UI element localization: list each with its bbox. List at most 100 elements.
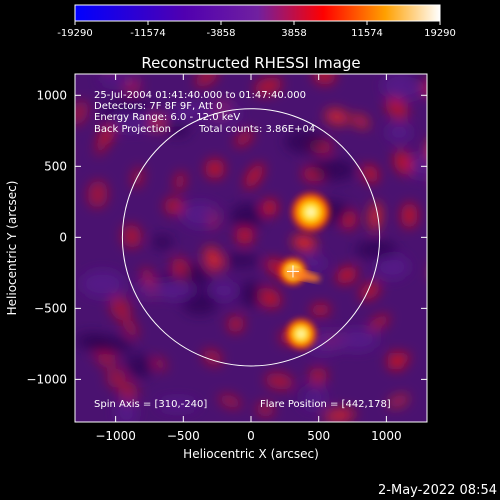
footer-flare-position: Flare Position = [442,178] [260,399,391,410]
emission-lobe [262,199,278,217]
emission-lobe [244,163,264,189]
emission-lobe [385,97,409,120]
emission-lobe [323,407,351,422]
emission-lobe [477,19,500,51]
annotation-time: 25-Jul-2004 01:41:40.000 to 01:47:40.000 [94,90,306,101]
emission-gap [135,281,159,299]
x-axis-label: Heliocentric X (arcsec) [183,447,319,461]
emission-gap [204,102,241,126]
emission-gap [97,74,140,86]
emission-gap [157,397,199,412]
emission-lobe [374,443,396,461]
emission-lobe [99,121,116,146]
emission-gap [75,332,109,349]
emission-gap [239,280,264,308]
flare-source [288,190,333,235]
x-tick-label: −1000 [95,429,136,443]
emission-lobe [369,314,390,330]
y-tick-label: 500 [44,159,67,173]
emission-gap [166,109,190,125]
x-tick-label: 0 [247,429,255,443]
y-axis-label: Heliocentric Y (arcsec) [5,181,19,316]
axes: −1000 −500 0 500 1000 −1000 −500 0 500 1000 [26,74,427,443]
emission-gap [115,399,138,422]
emission-lobe [234,130,254,147]
emission-lobe [439,308,464,334]
emission-gap [230,203,264,231]
emission-gap [284,129,327,154]
emission-gap [375,254,410,279]
emission-lobe [354,39,374,56]
emission-lobe [393,150,415,175]
emission-lobe [118,381,139,402]
image-area [53,19,500,471]
emission-lobe [471,141,490,168]
flare-streak [285,269,321,282]
emission-gap [386,122,412,143]
x-tick-label: 500 [307,429,330,443]
emission-lobe [428,252,450,282]
emission-gap [80,270,125,298]
emission-gap [165,119,190,137]
emission-gap [210,281,238,301]
colorbar-ticks: -19290 -11574 -3858 3858 11574 19290 [57,21,456,39]
annotation-detectors: Detectors: 7F 8F 9F, Att 0 [94,101,222,112]
emission-lobe [122,224,142,249]
emission-gap [300,385,326,410]
colorbar [74,4,441,22]
emission-lobe [254,77,282,96]
emission-gap [336,328,379,352]
emission-lobe [388,394,409,408]
emission-lobe [308,367,328,385]
colorbar-tick-label: 19290 [424,28,456,39]
emission-lobe [109,296,131,321]
emission-gap [109,109,153,132]
emission-gap [355,240,398,260]
emission-gap [125,354,154,378]
footer-spin-axis: Spin Axis = [310,-240] [94,399,207,410]
emission-lobe [448,216,460,233]
colorbar-tick-label: -19290 [57,28,92,39]
colorbar-tick-label: -3858 [206,28,235,39]
flare-marker [286,265,299,278]
emission-lobe [351,114,370,128]
annotation-energy: Energy Range: 6.0 - 12.0 keV [94,112,240,123]
emission-gap [309,158,356,181]
emission-lobe [204,246,223,272]
emission-gap [410,153,427,179]
emission-lobe [87,180,108,209]
emission-lobe [369,201,381,232]
emission-lobe [98,45,126,74]
emission-lobe [164,197,184,215]
y-tick-label: 1000 [36,88,67,102]
emission-lobe [53,247,69,268]
colorbar-tick-label: 3858 [281,28,306,39]
solar-limb [121,108,381,367]
emission-lobe [265,372,294,390]
emission-lobe [310,303,331,317]
x-tick-label: −500 [167,429,200,443]
emission-lobe [174,171,186,192]
emission-lobe [315,453,343,471]
y-tick-label: −1000 [26,372,67,386]
emission-lobe [256,401,275,417]
emission-lobe [477,303,500,337]
y-tick-label: −500 [34,301,67,315]
emission-lobe [481,226,499,251]
emission-lobe [359,282,381,300]
emission-lobe [121,316,139,338]
emission-lobe [401,202,418,229]
emission-lobe [484,308,500,336]
emission-lobe [362,164,379,183]
annotation-counts: Total counts: 3.86E+04 [198,124,315,135]
emission-gap [381,74,425,100]
emission-lobe [235,226,254,245]
secondary-source [283,316,319,352]
emission-lobe [431,168,453,195]
annotation-method: Back Projection [94,124,171,135]
emission-lobe [75,100,89,126]
emission-lobe [195,74,219,87]
emission-lobe [372,442,403,464]
x-tick-label: 1000 [371,429,402,443]
